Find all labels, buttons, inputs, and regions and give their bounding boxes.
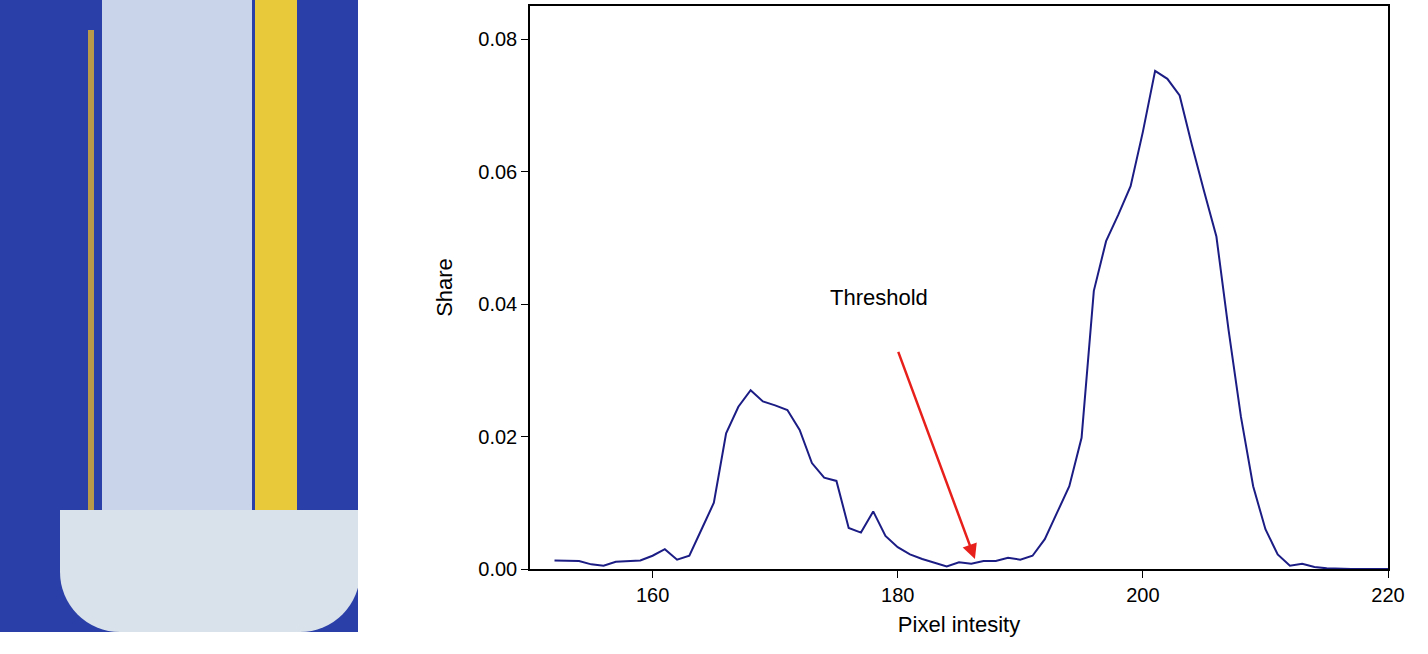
svg-text:0.04: 0.04 [478,293,517,315]
svg-text:180: 180 [881,584,914,606]
svg-text:Share: Share [432,258,457,317]
svg-text:0.06: 0.06 [478,161,517,183]
svg-text:Threshold: Threshold [830,285,928,310]
svg-text:220: 220 [1371,584,1404,606]
svg-text:Pixel intesity: Pixel intesity [898,612,1020,637]
svg-text:200: 200 [1126,584,1159,606]
svg-text:0.00: 0.00 [478,558,517,580]
svg-text:0.02: 0.02 [478,426,517,448]
svg-text:0.08: 0.08 [478,28,517,50]
svg-text:160: 160 [636,584,669,606]
